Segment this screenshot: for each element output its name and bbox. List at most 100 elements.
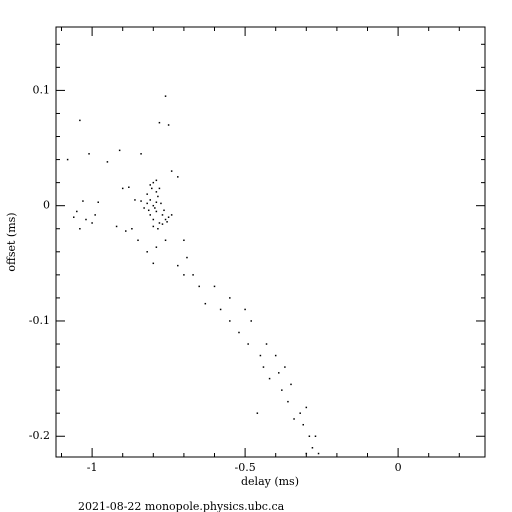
point [146, 202, 148, 205]
point [157, 195, 159, 198]
point [213, 285, 216, 288]
point [97, 201, 99, 203]
point [164, 218, 167, 221]
point [256, 412, 259, 414]
point [121, 187, 124, 190]
point [94, 214, 96, 216]
x-tick-label: 0 [395, 461, 402, 474]
point [166, 221, 168, 223]
point [250, 320, 252, 322]
point [155, 179, 158, 182]
point [149, 184, 151, 186]
point [302, 423, 304, 426]
point [161, 223, 164, 225]
point [155, 191, 158, 193]
point [177, 264, 179, 267]
point [82, 200, 84, 202]
point [72, 216, 75, 218]
point [155, 246, 158, 248]
point [76, 210, 78, 213]
point [305, 406, 308, 409]
point [152, 262, 155, 265]
point [157, 227, 159, 230]
point [219, 308, 222, 311]
y-axis-label: offset (ms) [5, 212, 18, 271]
x-tick-label: -0.5 [234, 461, 255, 474]
point [158, 222, 161, 224]
point [158, 187, 161, 190]
point [183, 274, 185, 276]
point [229, 297, 231, 299]
point [287, 400, 289, 403]
point [161, 214, 164, 216]
point [308, 435, 311, 437]
point [183, 239, 185, 242]
point [128, 186, 130, 188]
point [79, 227, 81, 230]
point [149, 199, 151, 201]
point [79, 119, 81, 122]
point [155, 201, 158, 203]
point [265, 343, 268, 345]
point [163, 209, 165, 212]
point [262, 366, 265, 368]
point [305, 452, 308, 455]
point [160, 202, 162, 205]
point [152, 204, 155, 207]
point [66, 158, 69, 161]
point [164, 95, 167, 97]
point [170, 170, 173, 172]
point [198, 285, 200, 288]
y-tick-label: 0 [43, 199, 50, 212]
point [154, 207, 156, 209]
point [238, 331, 240, 334]
point [299, 412, 301, 414]
point [143, 207, 145, 209]
point [177, 176, 179, 178]
point [158, 121, 161, 124]
point [170, 214, 173, 216]
x-tick-label: -1 [87, 461, 98, 474]
footer: 2021-08-22 monopole.physics.ubc.ca [78, 500, 285, 512]
point [186, 256, 188, 259]
point [290, 383, 292, 386]
point [146, 193, 148, 195]
point [192, 274, 194, 276]
point [274, 354, 277, 357]
point [311, 447, 314, 449]
point [88, 153, 90, 155]
point [278, 372, 280, 374]
point [259, 354, 262, 357]
point [115, 225, 118, 228]
point [106, 161, 109, 163]
point [151, 187, 153, 190]
point [155, 210, 158, 213]
point [247, 343, 249, 345]
plot-frame [55, 26, 486, 458]
point [125, 230, 127, 232]
point [152, 218, 155, 221]
point [204, 302, 207, 305]
y-tick-label: -0.2 [29, 429, 50, 442]
point [149, 214, 151, 216]
point [314, 435, 317, 437]
point [164, 239, 167, 242]
point [140, 153, 142, 155]
point [284, 366, 286, 368]
point [152, 225, 155, 228]
point [167, 124, 170, 126]
point [167, 216, 170, 218]
point [229, 320, 231, 322]
point [91, 222, 93, 224]
y-tick-label: -0.1 [29, 314, 50, 327]
point [293, 418, 295, 420]
point [147, 209, 150, 212]
point [140, 200, 142, 202]
point [268, 377, 271, 380]
point [281, 389, 283, 391]
x-axis-label: delay (ms) [241, 475, 299, 488]
point [137, 239, 139, 242]
point [85, 218, 87, 221]
